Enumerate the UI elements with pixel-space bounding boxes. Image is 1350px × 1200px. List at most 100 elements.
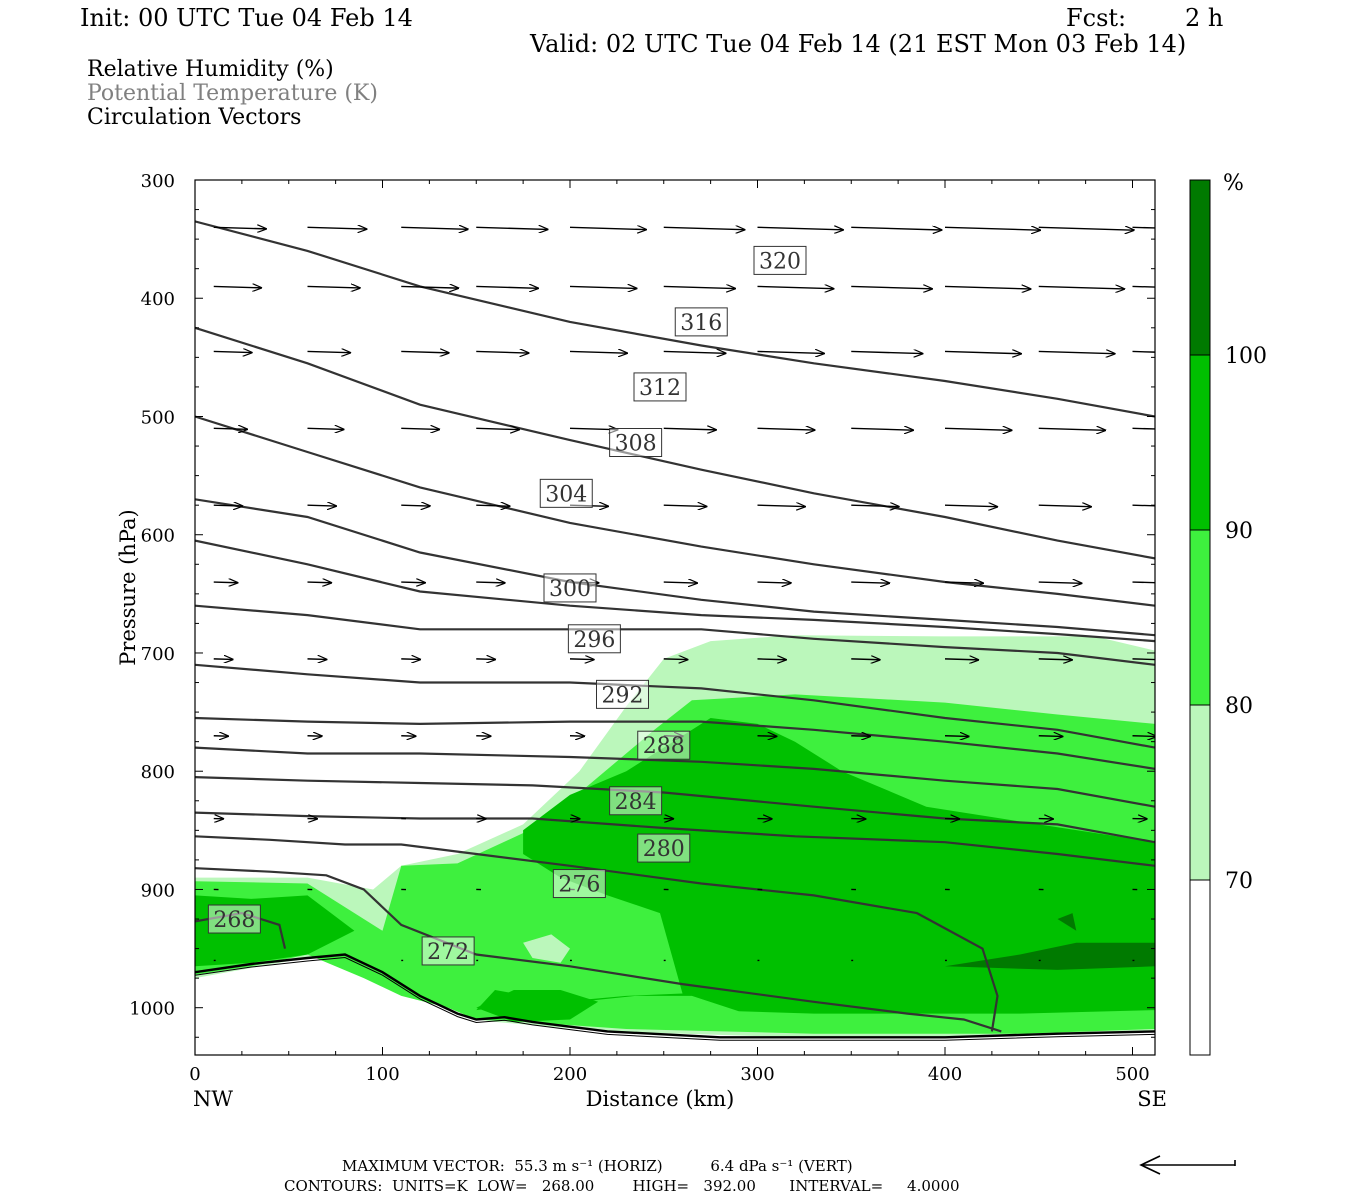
circulation-vector (851, 351, 922, 353)
y-axis-label: Pressure (hPa) (116, 509, 140, 665)
colorbar-swatch-1 (1190, 705, 1210, 880)
contour-label-box-320 (753, 245, 807, 275)
legend-vectors: Circulation Vectors (87, 105, 302, 130)
circulation-vector (307, 428, 344, 429)
circulation-vector (307, 659, 327, 660)
colorbar-swatch-0 (1190, 880, 1210, 1055)
x-axis-label: Distance (km) (586, 1087, 735, 1111)
contours-info: CONTOURS: UNITS=K LOW= 268.00 HIGH= 392.… (284, 1177, 960, 1195)
y-tick-label: 1000 (129, 999, 175, 1020)
contour-label-320: 320 (759, 249, 801, 274)
circulation-vector (213, 227, 266, 229)
circulation-vector (401, 227, 468, 229)
colorbar-unit: % (1223, 171, 1244, 196)
circulation-vector (757, 736, 777, 737)
circulation-vector (476, 351, 528, 353)
x-tick-label: 500 (1115, 1064, 1149, 1085)
circulation-vector (663, 582, 697, 583)
circulation-vector (1038, 736, 1063, 737)
contour-label-box-300 (543, 573, 597, 603)
colorbar-swatch-4 (1190, 180, 1210, 355)
theta-contour-296 (195, 663, 1155, 749)
circulation-vector (757, 351, 825, 353)
contour-label-312: 312 (639, 376, 681, 401)
circulation-vector (1132, 427, 1155, 430)
circulation-vector (663, 659, 688, 660)
circulation-vector (476, 659, 495, 660)
x-end-label-nw: NW (193, 1087, 233, 1111)
circulation-vector (1038, 659, 1072, 660)
circulation-vector (569, 227, 646, 229)
rh-region-90 (476, 990, 599, 1022)
circulation-vector (851, 659, 880, 660)
colorbar-label-100: 100 (1225, 344, 1267, 369)
circulation-vector (757, 505, 806, 506)
colorbar-label-70: 70 (1225, 869, 1253, 894)
contour-label-box-292 (596, 679, 649, 709)
max-vector-info: MAXIMUM VECTOR: 55.3 m s⁻¹ (HORIZ) 6.4 d… (342, 1157, 853, 1175)
contour-label-268: 268 (213, 908, 255, 933)
rh-region-100 (945, 942, 1155, 970)
terrain-surface-line (195, 953, 1155, 1039)
circulation-vector (663, 227, 745, 229)
circulation-vector (569, 659, 594, 660)
circulation-vector (476, 582, 505, 583)
circulation-vector (213, 505, 243, 506)
contour-label-276: 276 (558, 873, 600, 898)
theta-contour-284 (195, 776, 1155, 844)
circulation-vector (663, 428, 716, 430)
plot-frame (194, 179, 1156, 1056)
contour-label-box-316 (674, 307, 728, 337)
circulation-vector (401, 505, 430, 506)
circulation-vector (307, 582, 332, 583)
circulation-vector (757, 582, 791, 583)
x-tick-label: 200 (553, 1064, 587, 1085)
y-tick-label: 600 (141, 526, 175, 547)
circulation-vector (213, 286, 262, 287)
contour-label-316: 316 (680, 311, 722, 336)
circulation-vector (307, 286, 360, 288)
contour-label-284: 284 (615, 790, 657, 815)
x-end-label-se: SE (1137, 1087, 1167, 1111)
circulation-vector (851, 505, 899, 506)
circulation-vector (757, 428, 815, 430)
circulation-vector (1038, 286, 1125, 289)
theta-contour-288 (195, 746, 1155, 808)
circulation-vector (401, 428, 439, 429)
theta-contour-312 (195, 415, 1155, 607)
circulation-vector (401, 351, 449, 352)
circulation-vector (851, 428, 913, 430)
contour-label-box-268 (207, 904, 261, 934)
circulation-vector (757, 286, 834, 288)
circulation-vector (476, 227, 547, 229)
circulation-vector (944, 286, 1031, 289)
circulation-vector (307, 351, 351, 352)
circulation-vector (663, 505, 707, 506)
reference-arrow (1139, 1155, 1236, 1175)
contour-label-box-308 (609, 428, 663, 457)
forecast-label: Fcst: (1066, 4, 1127, 32)
contour-label-box-272 (421, 936, 475, 966)
theta-contour-308 (195, 498, 1155, 637)
circulation-vector (213, 428, 247, 429)
theta-contour-316 (195, 326, 1155, 560)
circulation-vector (476, 286, 538, 288)
contour-label-288: 288 (643, 734, 685, 759)
y-tick-label: 700 (141, 644, 175, 665)
theta-contour-304 (195, 539, 1155, 643)
circulation-vector (757, 659, 787, 660)
contour-label-272: 272 (427, 940, 469, 965)
theta-contour-300 (195, 604, 1155, 666)
circulation-vector (476, 505, 509, 506)
init-time: Init: 00 UTC Tue 04 Feb 14 (80, 4, 413, 32)
circulation-vector (1132, 285, 1155, 288)
y-tick-label: 300 (141, 171, 175, 192)
x-tick-label: 100 (365, 1064, 399, 1085)
circulation-vector (944, 227, 1040, 230)
contour-label-box-276 (552, 869, 606, 899)
circulation-vector (757, 227, 844, 230)
circulation-vector (1038, 227, 1134, 230)
circulation-vector (569, 351, 627, 353)
legend-rh: Relative Humidity (%) (87, 57, 334, 82)
contour-label-box-284 (609, 786, 663, 816)
